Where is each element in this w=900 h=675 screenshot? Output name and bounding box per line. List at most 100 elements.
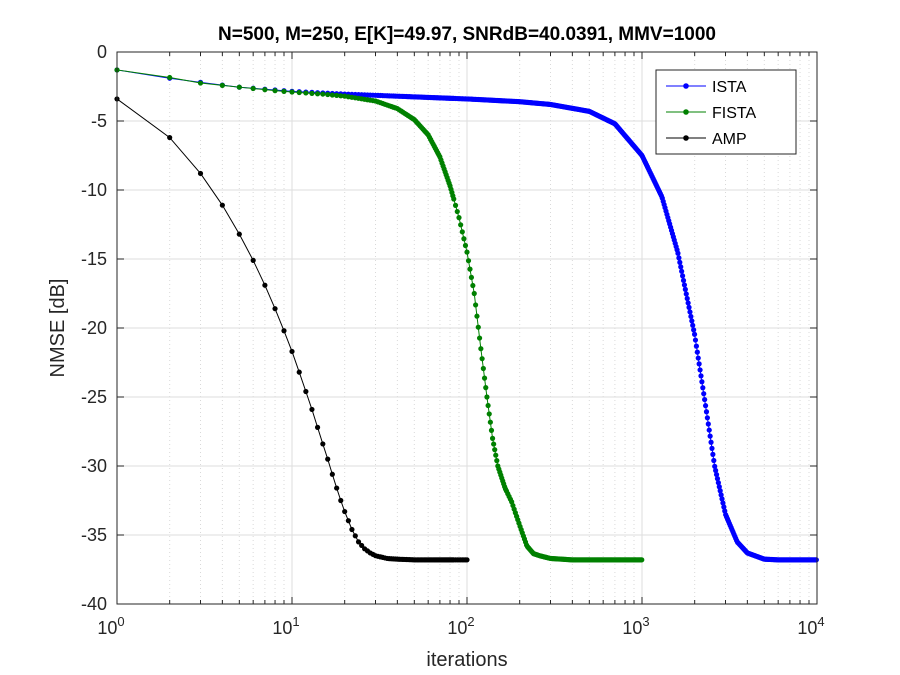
series-markers-fista xyxy=(114,67,645,563)
data-point-fista xyxy=(461,236,467,242)
data-point-ista xyxy=(719,496,725,502)
data-point-fista xyxy=(481,375,488,381)
data-point-ista xyxy=(679,268,685,274)
data-point-ista xyxy=(713,467,719,474)
data-point-fista xyxy=(465,258,472,264)
data-point-ista xyxy=(702,403,709,409)
data-point-fista xyxy=(456,215,462,221)
data-point-ista xyxy=(691,327,697,333)
data-point-ista xyxy=(710,451,716,457)
data-point-fista xyxy=(250,85,256,92)
data-point-ista xyxy=(675,250,681,256)
data-point-fista xyxy=(483,385,489,391)
data-point-fista xyxy=(462,242,469,249)
data-point-ista xyxy=(720,500,726,506)
data-point-ista xyxy=(713,471,720,478)
major-grid xyxy=(117,52,817,604)
y-tick-label: -40 xyxy=(81,594,107,614)
data-point-ista xyxy=(695,355,701,361)
series-layer xyxy=(114,67,819,563)
data-point-ista xyxy=(708,439,714,445)
data-point-amp xyxy=(334,485,340,491)
data-point-ista xyxy=(694,349,700,355)
data-point-fista xyxy=(464,249,470,255)
data-point-fista xyxy=(314,91,321,97)
y-tick-label: -20 xyxy=(81,318,107,338)
data-point-ista xyxy=(691,331,698,337)
data-point-amp xyxy=(236,231,242,237)
x-tick-label: 104 xyxy=(797,614,824,638)
data-point-amp xyxy=(289,348,295,355)
data-point-fista xyxy=(494,458,500,464)
y-tick-label: -10 xyxy=(81,180,107,200)
data-point-amp xyxy=(464,557,470,563)
data-point-ista xyxy=(712,463,718,469)
data-point-fista xyxy=(488,427,495,433)
data-point-ista xyxy=(813,557,819,563)
x-tick-label: 102 xyxy=(447,614,474,638)
data-point-ista xyxy=(697,367,703,373)
data-point-ista xyxy=(711,457,717,464)
tick-marks xyxy=(116,51,818,605)
data-point-amp xyxy=(296,369,302,375)
data-point-fista xyxy=(475,324,481,330)
data-point-ista xyxy=(693,343,700,349)
data-point-fista xyxy=(303,90,309,96)
data-point-fista xyxy=(478,346,484,352)
data-point-amp xyxy=(352,533,358,539)
data-point-ista xyxy=(704,415,710,421)
y-tick-label: -15 xyxy=(81,249,107,269)
data-point-ista xyxy=(688,313,694,320)
data-point-amp xyxy=(281,328,287,334)
series-ista xyxy=(114,67,819,563)
data-point-ista xyxy=(705,421,711,427)
y-axis-label: NMSE [dB] xyxy=(47,279,69,378)
data-point-ista xyxy=(718,492,724,498)
series-amp xyxy=(114,96,470,563)
data-point-fista xyxy=(639,557,645,563)
data-point-ista xyxy=(687,309,693,315)
data-point-fista xyxy=(167,74,173,81)
data-point-fista xyxy=(262,87,268,93)
data-point-ista xyxy=(682,286,688,292)
data-point-ista xyxy=(715,480,721,486)
legend-label: ISTA xyxy=(712,79,747,96)
data-point-ista xyxy=(701,391,707,397)
x-axis-label: iterations xyxy=(426,649,507,671)
legend-marker xyxy=(683,109,689,115)
data-point-amp xyxy=(338,497,344,504)
data-point-ista xyxy=(696,361,702,367)
data-point-fista xyxy=(471,290,477,297)
series-markers-amp xyxy=(114,96,470,563)
data-point-fista xyxy=(236,84,242,90)
data-point-amp xyxy=(219,202,225,208)
data-point-amp xyxy=(197,170,204,177)
y-tick-label: -35 xyxy=(81,525,107,545)
legend-label: AMP xyxy=(712,131,747,148)
data-point-amp xyxy=(314,424,321,430)
data-point-fista xyxy=(329,92,335,98)
data-point-amp xyxy=(262,282,268,288)
data-point-fista xyxy=(219,82,225,88)
data-point-amp xyxy=(349,526,355,533)
data-point-ista xyxy=(686,304,692,310)
data-point-fista xyxy=(489,435,496,441)
y-tick-label: -25 xyxy=(81,387,107,407)
data-point-ista xyxy=(684,295,690,302)
y-tick-label: 0 xyxy=(97,42,107,62)
legend-label: FISTA xyxy=(712,105,756,122)
data-point-ista xyxy=(690,322,696,328)
x-tick-label: 103 xyxy=(622,614,649,638)
data-point-ista xyxy=(721,504,727,510)
data-point-fista xyxy=(479,356,485,362)
legend-marker xyxy=(683,135,689,141)
series-markers-ista xyxy=(114,67,819,563)
data-point-fista xyxy=(309,90,315,96)
chart-title: N=500, M=250, E[K]=49.97, SNRdB=40.0391,… xyxy=(218,24,716,45)
data-point-ista xyxy=(683,291,689,297)
data-point-ista xyxy=(680,277,687,284)
data-point-fista xyxy=(492,447,498,453)
data-point-ista xyxy=(689,318,695,324)
legend-item-amp: AMP xyxy=(666,131,747,148)
